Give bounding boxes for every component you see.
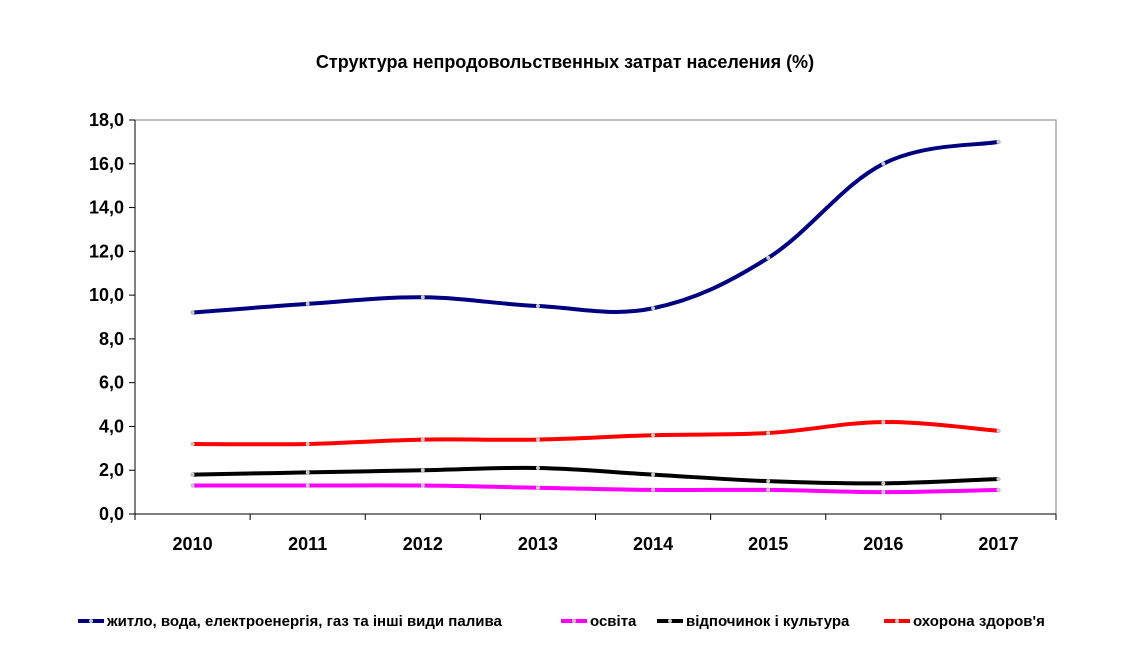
data-point — [996, 487, 1001, 492]
data-point — [535, 304, 540, 309]
x-tick-label: 2017 — [978, 534, 1018, 554]
data-point — [651, 433, 656, 438]
data-point — [535, 437, 540, 442]
y-tick-label: 4,0 — [99, 416, 124, 436]
legend-marker — [89, 619, 93, 623]
data-point — [190, 310, 195, 315]
y-tick-label: 10,0 — [89, 285, 124, 305]
data-point — [535, 485, 540, 490]
data-point — [881, 490, 886, 495]
data-point — [766, 487, 771, 492]
data-point — [535, 466, 540, 471]
legend-marker — [572, 619, 576, 623]
data-point — [420, 483, 425, 488]
x-tick-label: 2014 — [633, 534, 673, 554]
series-line-2 — [190, 483, 1001, 495]
data-point — [996, 139, 1001, 144]
data-point — [305, 301, 310, 306]
y-tick-label: 6,0 — [99, 373, 124, 393]
y-tick-label: 16,0 — [89, 154, 124, 174]
series-line-4 — [190, 420, 1001, 447]
y-tick-label: 2,0 — [99, 460, 124, 480]
data-point — [190, 441, 195, 446]
data-point — [420, 468, 425, 473]
data-point — [996, 476, 1001, 481]
data-point — [651, 472, 656, 477]
y-tick-label: 18,0 — [89, 110, 124, 130]
x-tick-label: 2015 — [748, 534, 788, 554]
data-point — [190, 472, 195, 477]
data-point — [881, 481, 886, 486]
x-tick-label: 2010 — [173, 534, 213, 554]
data-point — [305, 441, 310, 446]
y-tick-label: 0,0 — [99, 504, 124, 524]
series-line-3 — [190, 465, 1001, 486]
x-tick-label: 2016 — [863, 534, 903, 554]
data-point — [766, 479, 771, 484]
legend-marker — [668, 619, 672, 623]
x-axis-ticks: 2010 2011 2012 2013 2014 2015 2016 2017 — [134, 514, 1057, 554]
x-tick-label: 2013 — [518, 534, 558, 554]
chart-title: Структура непродовольственных затрат нас… — [315, 52, 815, 72]
data-point — [651, 487, 656, 492]
data-point — [305, 483, 310, 488]
data-point — [420, 295, 425, 300]
legend-label-1: житло, вода, електроенергія, газ та інші… — [106, 613, 502, 630]
data-point — [305, 470, 310, 475]
plot-area — [134, 119, 1057, 515]
x-tick-label: 2011 — [288, 534, 327, 554]
data-point — [651, 306, 656, 311]
data-point — [996, 428, 1001, 433]
legend: житло, вода, електроенергія, газ та інші… — [78, 613, 1045, 630]
legend-label-2: освіта — [590, 613, 637, 630]
data-point — [881, 161, 886, 166]
y-tick-label: 12,0 — [89, 241, 124, 261]
data-point — [766, 431, 771, 436]
legend-label-4: охорона здоров'я — [913, 613, 1045, 630]
y-tick-label: 8,0 — [99, 329, 124, 349]
x-tick-label: 2012 — [403, 534, 443, 554]
data-point — [881, 420, 886, 425]
data-point — [190, 483, 195, 488]
data-point — [420, 437, 425, 442]
legend-marker — [895, 619, 899, 623]
legend-label-3: відпочинок і культура — [686, 613, 850, 630]
y-axis-ticks: 0,0 2,0 4,0 6,0 8,0 10,0 12,0 14,0 16,0 18,0 — [89, 110, 135, 524]
data-point — [766, 255, 771, 260]
y-tick-label: 14,0 — [89, 198, 124, 218]
series-line-1 — [190, 139, 1001, 315]
series-layer — [190, 139, 1001, 495]
